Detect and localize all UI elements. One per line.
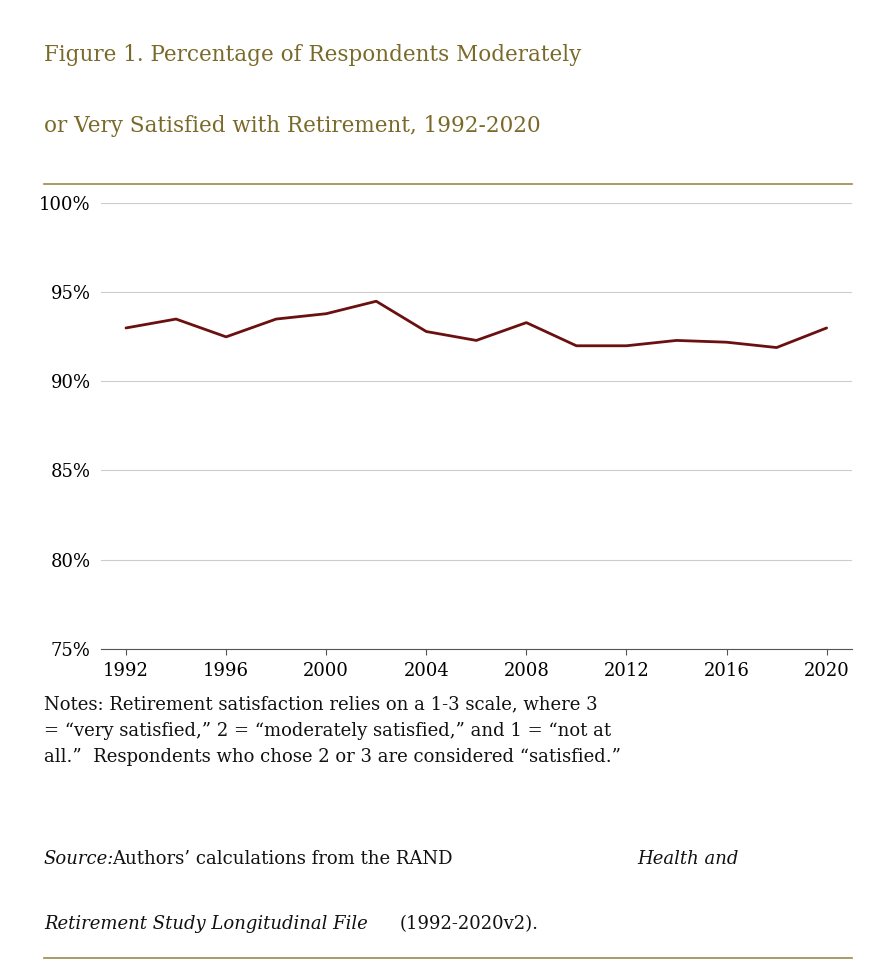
Text: (1992-2020v2).: (1992-2020v2). bbox=[399, 915, 538, 933]
Text: Retirement Study Longitudinal File: Retirement Study Longitudinal File bbox=[44, 915, 367, 933]
Text: Health and: Health and bbox=[637, 850, 738, 868]
Text: Notes: Retirement satisfaction relies on a 1-3 scale, where 3
= “very satisfied,: Notes: Retirement satisfaction relies on… bbox=[44, 695, 620, 767]
Text: Figure 1. Percentage of Respondents Moderately: Figure 1. Percentage of Respondents Mode… bbox=[44, 44, 581, 66]
Text: or Very Satisfied with Retirement, 1992-2020: or Very Satisfied with Retirement, 1992-… bbox=[44, 115, 540, 136]
Text: Authors’ calculations from the RAND: Authors’ calculations from the RAND bbox=[112, 850, 459, 868]
Text: Source:: Source: bbox=[44, 850, 114, 868]
